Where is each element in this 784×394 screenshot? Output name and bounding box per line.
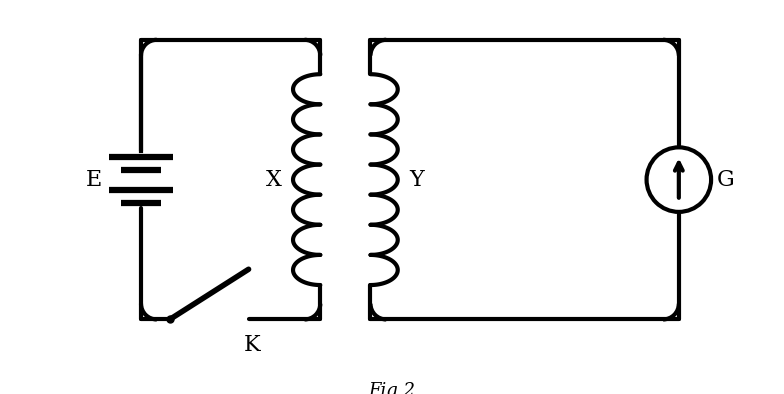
Text: Y: Y	[410, 169, 424, 191]
Text: K: K	[244, 334, 260, 355]
Text: Fig 2: Fig 2	[368, 382, 416, 394]
Text: X: X	[266, 169, 281, 191]
Text: G: G	[717, 169, 735, 191]
Text: E: E	[86, 169, 103, 191]
